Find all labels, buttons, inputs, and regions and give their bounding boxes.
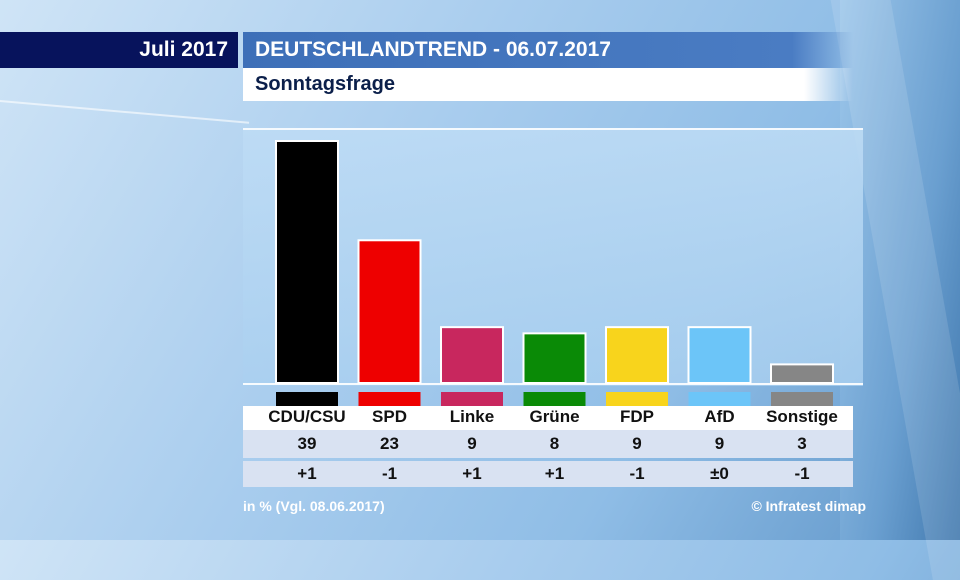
- bar-tab-afd: [688, 392, 751, 406]
- category-label: Grüne: [529, 407, 580, 426]
- category-label: CDU/CSU: [268, 407, 346, 426]
- value-label: 9: [632, 434, 642, 453]
- bar-sonstige: [770, 363, 834, 384]
- bar-cdu-csu: [275, 140, 339, 384]
- bar-tab-spd: [358, 392, 421, 406]
- bar-linke: [440, 326, 504, 384]
- bar-tab-linke: [441, 392, 503, 406]
- party-label-row: CDU/CSU SPD Linke Grüne FDP AfD Sonstige: [243, 406, 853, 430]
- page-title: DEUTSCHLANDTREND - 06.07.2017: [243, 32, 853, 68]
- footer-note: in % (Vgl. 08.06.2017): [243, 498, 385, 514]
- chart-baseline: [243, 383, 863, 385]
- change-row: +1 -1 +1 +1 -1 ±0 -1: [243, 461, 853, 487]
- chart-subtitle: Sonntagsfrage: [243, 68, 853, 101]
- category-label: FDP: [620, 407, 654, 426]
- value-label: 3: [797, 434, 807, 453]
- bar-tab-gr-ne: [523, 392, 586, 406]
- change-label: -1: [629, 464, 645, 483]
- change-label: +1: [297, 464, 317, 483]
- change-label: -1: [381, 464, 398, 483]
- category-label: Linke: [449, 407, 495, 426]
- value-label: 39: [297, 434, 317, 453]
- chart-top-line: [243, 128, 863, 130]
- change-label: -1: [794, 464, 810, 483]
- bar-spd: [357, 239, 422, 384]
- bar-chart: [275, 140, 834, 406]
- value-label: 9: [714, 434, 725, 453]
- value-label: 9: [467, 434, 477, 453]
- change-label: +1: [544, 464, 565, 483]
- value-row: 39 23 9 8 9 9 3: [243, 430, 853, 458]
- change-label: ±0: [710, 464, 729, 483]
- date-label: Juli 2017: [0, 32, 238, 68]
- category-label: SPD: [372, 407, 407, 426]
- bar-tab-sonstige: [771, 392, 833, 406]
- bar-gr-ne: [522, 332, 587, 385]
- category-label: Sonstige: [766, 407, 838, 426]
- change-label: +1: [462, 464, 482, 483]
- bar-tab-fdp: [606, 392, 668, 406]
- bar-tab-cdu-csu: [276, 392, 338, 406]
- bar-fdp: [605, 326, 669, 384]
- value-label: 8: [549, 434, 560, 453]
- category-label: AfD: [704, 407, 735, 426]
- value-label: 23: [380, 434, 399, 453]
- footer-source: © Infratest dimap: [751, 498, 866, 514]
- bar-afd: [687, 326, 752, 384]
